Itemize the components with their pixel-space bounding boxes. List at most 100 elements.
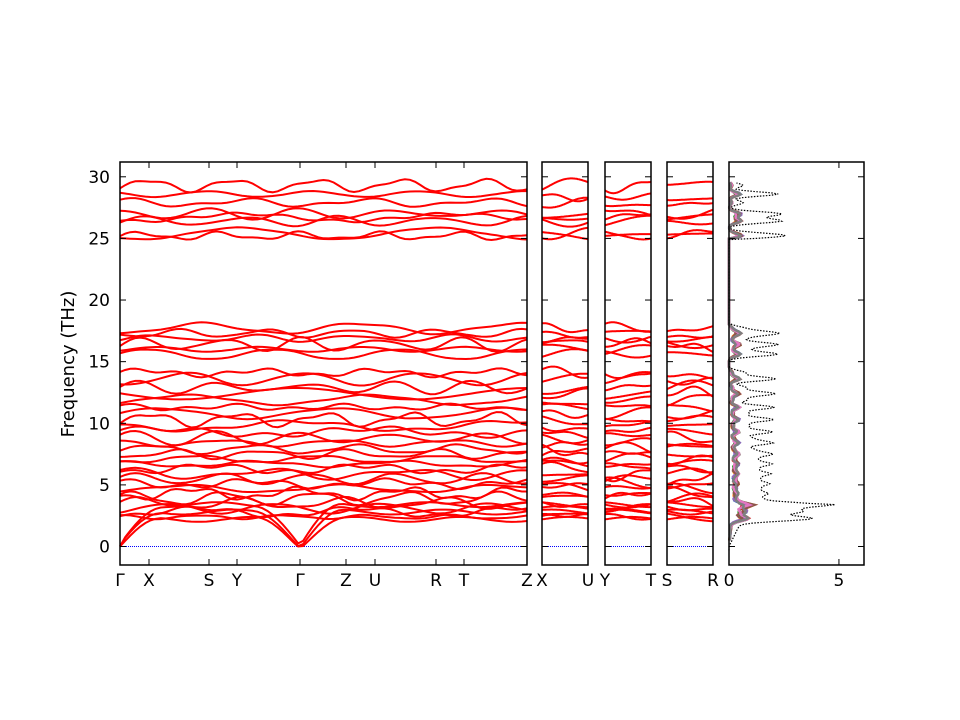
optical-band [119,226,528,241]
optical-band [119,177,528,194]
optical-band [666,505,713,512]
optical-band [604,492,651,497]
optical-band [541,409,589,419]
x-tick-label-X: X [536,571,548,591]
y-tick-label: 5 [99,476,110,496]
optical-band [541,322,588,334]
y-tick-label: 30 [88,168,110,188]
acoustic-band [605,501,651,509]
optical-band [542,482,589,492]
optical-band [666,341,714,350]
optical-band [604,209,652,217]
optical-band [541,196,588,209]
optical-band [541,433,589,445]
optical-band [542,491,589,498]
optical-band [666,482,714,495]
optical-band [667,427,713,436]
y-tick-label: 20 [88,291,110,311]
optical-band [119,472,528,486]
panel-frame [604,161,652,566]
bands-layer [119,177,714,548]
x-tick-label-X: X [143,571,155,591]
optical-band [604,384,651,392]
acoustic-band [119,515,528,548]
optical-band [541,193,589,203]
optical-band [604,321,652,333]
x-tick-label-Y: Y [231,571,243,591]
optical-band [542,401,589,406]
panel-frame [119,161,528,566]
optical-band [120,419,528,433]
optical-band [119,406,528,421]
x-tick-label-R: R [430,571,442,591]
optical-band [666,229,713,240]
optical-band [542,212,589,219]
optical-band [666,325,714,333]
dos-x-tick-label: 5 [834,571,845,591]
y-tick-label: 0 [99,538,110,558]
optical-band [119,345,528,353]
optical-band [666,409,714,420]
optical-band [605,463,651,468]
dos-x-tick-label: 0 [724,571,735,591]
optical-band [666,472,714,486]
optical-band [667,180,713,186]
optical-band [667,197,713,202]
optical-band [119,207,528,221]
optical-band [604,426,651,433]
x-tick-label-Y: Y [599,571,611,591]
optical-band [604,213,652,221]
optical-band [541,482,589,489]
optical-band [119,429,528,447]
optical-band [604,335,652,344]
optical-band [604,469,651,483]
optical-band [119,321,528,336]
optical-band [542,343,589,352]
optical-band [666,510,714,516]
optical-band [541,447,588,457]
optical-band [119,411,528,429]
optical-band [541,461,589,474]
optical-band [542,474,588,483]
optical-band [604,406,651,421]
optical-band [604,344,651,355]
optical-band [666,394,714,407]
optical-band [666,379,714,390]
optical-band [667,373,714,380]
optical-band [604,503,652,509]
optical-band [667,219,714,226]
optical-band [119,333,528,343]
x-tick-label-U: U [582,571,594,591]
x-tick-label-Γ: Γ [295,571,305,591]
optical-band [604,181,651,195]
y-axis-label: Frequency (THz) [58,291,79,438]
x-tick-label-S: S [204,571,215,591]
acoustic-band [119,501,528,547]
optical-band [667,482,714,490]
optical-band [542,330,588,339]
optical-band [666,232,713,236]
panel-frame [666,161,714,566]
optical-band [604,485,652,490]
optical-band [542,387,588,400]
optical-band [541,426,589,433]
optical-band [119,443,528,456]
y-tick-label: 10 [88,414,110,434]
optical-band [604,417,652,423]
optical-band [541,348,589,358]
optical-band [542,385,589,395]
optical-band [119,459,528,469]
x-tick-label-T: T [645,571,657,591]
optical-band [605,437,652,447]
optical-band [604,420,652,428]
acoustic-band [542,508,588,515]
optical-band [119,348,528,361]
optical-band [667,201,714,207]
optical-band [541,226,589,241]
acoustic-band [666,515,714,521]
panel-frame [541,161,589,566]
acoustic-band [667,501,713,509]
optical-band [666,512,714,523]
optical-band [119,495,528,510]
optical-band [119,485,527,502]
